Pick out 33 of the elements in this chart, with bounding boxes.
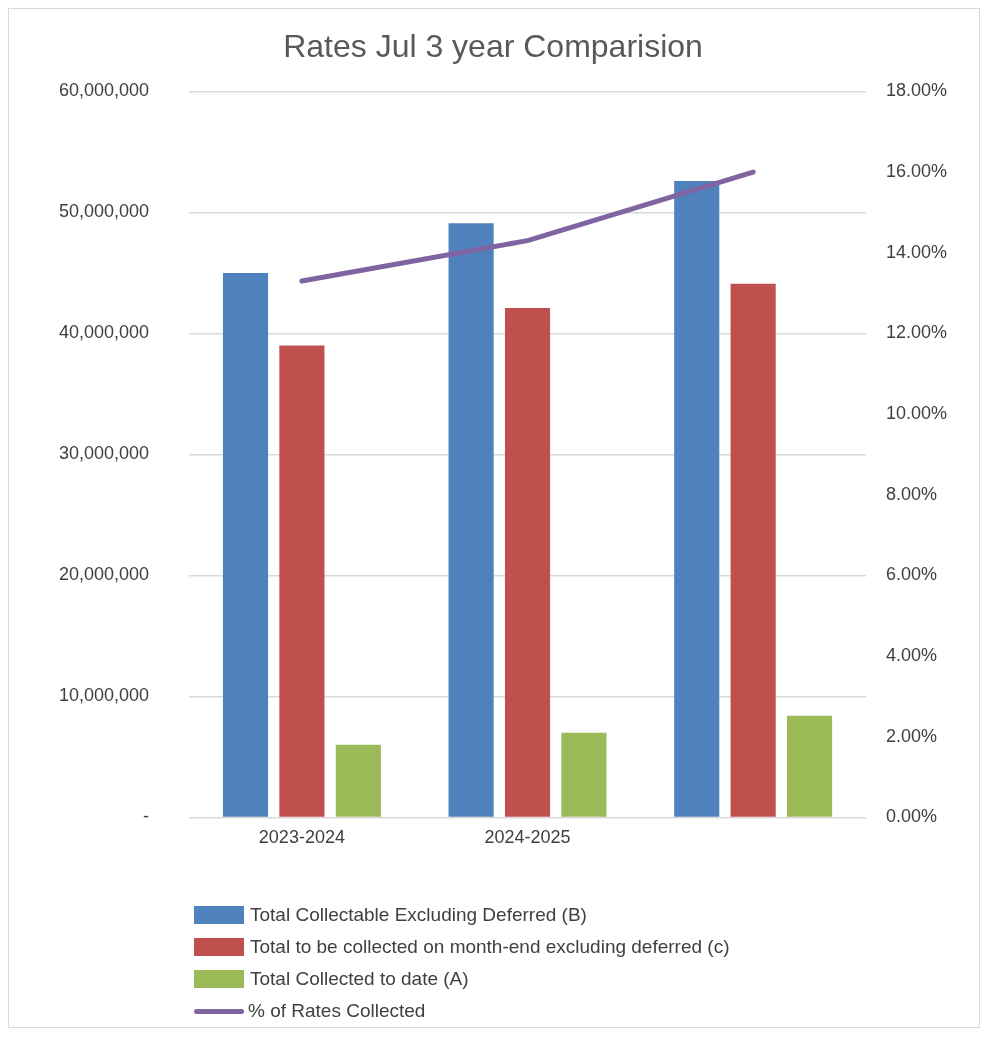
y-tick-label: - — [143, 806, 150, 827]
y2-tick-label: 16.00% — [885, 161, 948, 182]
y2-tick-label: 2.00% — [885, 725, 937, 746]
y2-tick-label: 8.00% — [885, 483, 937, 504]
bar — [730, 283, 776, 817]
x-tick-label: 2023-2024 — [258, 827, 345, 848]
y2-tick-label: 10.00% — [885, 403, 948, 424]
y-tick-label: 10,000,000 — [58, 685, 150, 706]
y2-tick-label: 0.00% — [885, 806, 937, 827]
legend-label: Total to be collected on month-end excluding deferred (c) — [250, 936, 730, 958]
y2-tick-label: 18.00% — [885, 80, 948, 101]
bar — [674, 180, 720, 817]
y-tick-label: 40,000,000 — [58, 322, 150, 343]
y-tick-label: 60,000,000 — [58, 80, 150, 101]
x-tick-label: 2024-2025 — [484, 827, 571, 848]
bar — [786, 715, 833, 817]
y2-tick-label: 14.00% — [885, 241, 948, 262]
legend-label: Total Collectable Excluding Deferred (B) — [250, 904, 587, 926]
bar — [279, 345, 325, 817]
y2-tick-label: 12.00% — [885, 322, 948, 343]
y2-tick-label: 4.00% — [885, 645, 937, 666]
chart-title: Rates Jul 3 year Comparision — [283, 28, 703, 65]
bar — [222, 272, 269, 817]
y-tick-label: 20,000,000 — [58, 564, 150, 585]
y-tick-label: 50,000,000 — [58, 201, 150, 222]
legend-label: Total Collected to date (A) — [250, 968, 469, 990]
bar — [561, 732, 607, 817]
legend-label: % of Rates Collected — [248, 1000, 426, 1022]
y-tick-label: 30,000,000 — [58, 443, 150, 464]
bar — [448, 223, 494, 817]
y2-tick-label: 6.00% — [885, 564, 937, 585]
bar — [504, 307, 551, 817]
bar — [335, 744, 381, 817]
